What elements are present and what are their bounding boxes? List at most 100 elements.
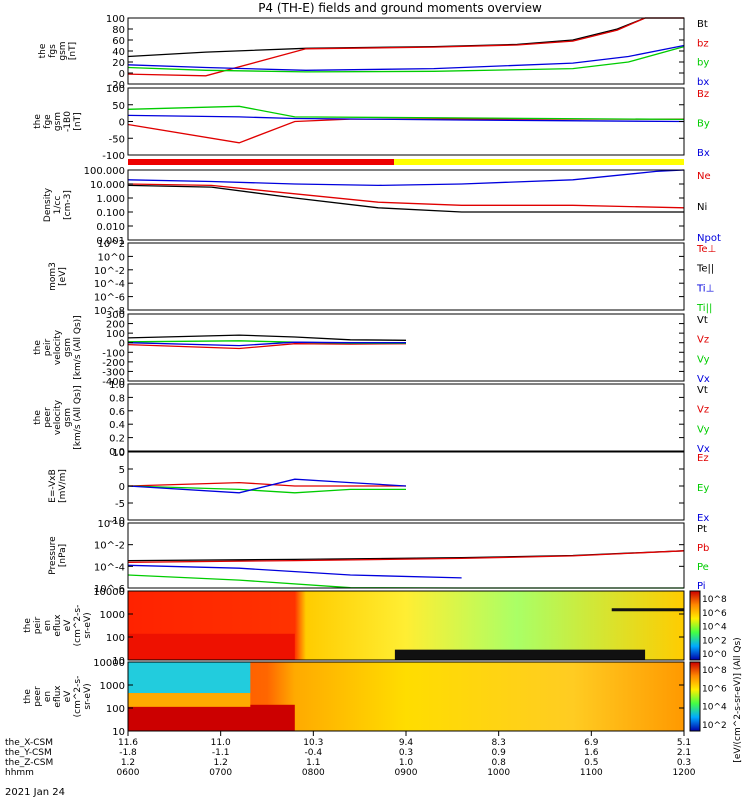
legend-vx: Vx — [697, 444, 710, 455]
xtick-label: 1200 — [673, 768, 696, 778]
ytick-label: 1000 — [100, 681, 125, 692]
ytick-label: 100 — [106, 329, 125, 340]
ytick-label: 10^-4 — [94, 562, 125, 573]
legend-ez: Ez — [697, 453, 709, 464]
ylabel-line: the — [23, 689, 33, 704]
colorbar-tick-label: 10^2 — [702, 636, 727, 646]
xtick-label: 1.2 — [121, 758, 135, 768]
ytick-label: 10^-4 — [94, 279, 125, 290]
ylabel-line: [nPa] — [58, 544, 68, 567]
mode-bar-fast-survey — [394, 159, 684, 165]
heatmap-noise-line — [611, 608, 684, 612]
series-line-by — [127, 105, 685, 121]
ytick-label: -100 — [102, 348, 125, 359]
ytick-label: 20 — [112, 58, 125, 69]
ylabel-line: E=-VxB — [48, 469, 58, 503]
ytick-label: 10000 — [93, 587, 125, 598]
colorbar-tick-label: 10^6 — [702, 609, 727, 619]
ytick-label: 0.010 — [96, 222, 125, 233]
panel-3: 100.000 10.000 1.000 0.100 0.010 0.001 Density… — [43, 166, 721, 247]
legend-by: by — [697, 58, 709, 69]
ytick-label: -400 — [102, 377, 125, 388]
ylabel-line: peir — [33, 616, 43, 634]
xtick-label: 0900 — [395, 768, 418, 778]
ytick-label: 10 — [112, 448, 125, 459]
ylabel-line: eflux — [53, 614, 63, 637]
ylabel-line: the — [33, 340, 43, 355]
legend-ti||: Ti|| — [696, 303, 712, 314]
xtick-label: -1.1 — [212, 748, 230, 758]
legend-te⊥: Te⊥ — [696, 244, 716, 255]
ylabel-line: Density — [43, 187, 53, 222]
ylabel-line: eV — [63, 690, 73, 703]
ytick-label: 1.0 — [109, 380, 125, 391]
panel-8: 10^0 10^-2 10^-4 10^-6 Pressure [nPa] Pt Pb Pe Pi — [48, 519, 709, 595]
ytick-label: 10^0 — [98, 519, 125, 530]
ytick-label: 300 — [106, 310, 125, 321]
ylabel-line: en — [43, 620, 53, 631]
ylabel-line: fgs — [48, 44, 58, 58]
ytick-label: 10^-2 — [94, 541, 125, 552]
ytick-label: 10^-6 — [94, 584, 125, 595]
xtick-label: 10.3 — [303, 738, 323, 748]
ylabel-line: velocity — [53, 329, 63, 365]
xtick-label: 6.9 — [584, 738, 599, 748]
ylabel-line: Pressure — [48, 536, 58, 575]
ytick-label: 100 — [106, 704, 125, 715]
colorbar-tick-label: 10^2 — [702, 721, 727, 731]
date-label: 2021 Jan 24 — [5, 787, 65, 798]
xtick-label: 1.2 — [214, 758, 228, 768]
colorbar — [689, 661, 701, 732]
ylabel-line: the — [33, 410, 43, 425]
ytick-label: 60 — [112, 36, 125, 47]
ylabel-line: velocity — [53, 399, 63, 435]
ytick-label: 0.100 — [96, 208, 125, 219]
legend-bz: bz — [697, 38, 709, 49]
xaxis-row-name: hhmm — [5, 768, 34, 778]
ytick-label: 10 — [112, 727, 125, 738]
colorbar-tick-label: 10^6 — [702, 684, 727, 694]
legend-pe: Pe — [697, 562, 709, 573]
colorbar-label: [eV/(cm^2-s-sr-eV)] (All Qs) — [733, 637, 743, 762]
xtick-label: -0.4 — [305, 748, 323, 758]
xtick-label: 0.5 — [584, 758, 598, 768]
legend-bx: Bx — [697, 148, 710, 159]
xtick-label: 0.9 — [492, 748, 507, 758]
ytick-label: -300 — [102, 367, 125, 378]
legend-te||: Te|| — [696, 264, 714, 275]
panel-4: 10^2 10^0 10^-2 10^-4 10^-6 10^-8 mom3 [eV] Te⊥ T… — [48, 239, 716, 317]
ylabel-line: eV — [63, 619, 73, 632]
xtick-label: 5.1 — [677, 738, 691, 748]
ylabel-line: gsm — [58, 41, 68, 60]
panel-frame — [127, 313, 685, 382]
colorbar-tick-label: 10^8 — [702, 595, 727, 605]
xtick-label: 1100 — [580, 768, 603, 778]
ytick-label: 0 — [119, 339, 125, 350]
xtick-label: 0.8 — [492, 758, 507, 768]
ytick-label: -50 — [109, 134, 125, 145]
ylabel-line: peer — [33, 686, 43, 707]
legend-vt: Vt — [697, 315, 708, 326]
ylabel-line: en — [43, 691, 53, 702]
legend-pi: Pi — [697, 581, 706, 592]
ylabel-line: [km/s (All Qs)] — [73, 315, 83, 379]
xaxis-row-name: the_Z-CSM — [5, 758, 53, 768]
panel-2: 100 50 0 -50 -100 the fge gsm -1B0 [nT] Bz By Bx — [33, 84, 710, 162]
ytick-label: 10^-8 — [94, 306, 125, 317]
panel-frame — [127, 590, 685, 661]
ylabel-line: peer — [43, 407, 53, 428]
legend-ti⊥: Ti⊥ — [696, 283, 714, 294]
xtick-label: 8.3 — [492, 738, 506, 748]
ylabel-line: -1B0 — [63, 111, 73, 132]
ytick-label: 200 — [106, 320, 125, 331]
panel-9: 10000 1000 100 10 the peir en eflux eV (cm^2-s-sr… — [23, 587, 727, 667]
series-line-vx — [127, 341, 406, 347]
xtick-label: 9.4 — [399, 738, 414, 748]
series-line-ni — [127, 184, 684, 213]
ytick-label: 10^-6 — [94, 293, 125, 304]
series-line-ez — [127, 481, 406, 487]
series-line-bz — [127, 17, 684, 77]
ytick-label: 0.2 — [109, 434, 125, 445]
ylabel-line: peir — [43, 338, 53, 356]
